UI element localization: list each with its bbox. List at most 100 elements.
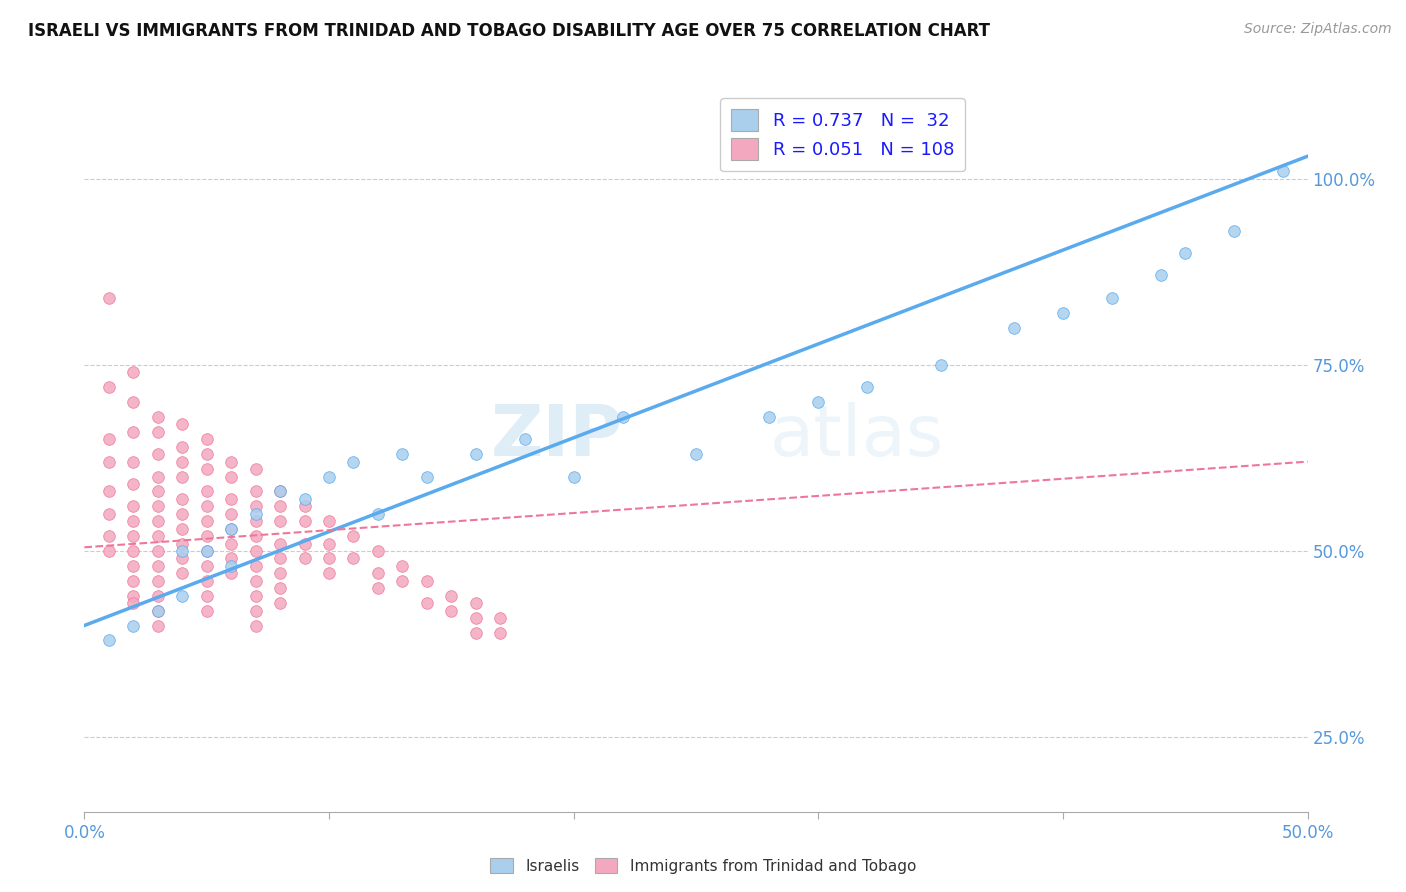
Point xyxy=(146,484,169,499)
Point xyxy=(367,566,389,581)
Point xyxy=(1002,320,1025,334)
Point xyxy=(219,507,242,521)
Point xyxy=(318,536,340,550)
Point xyxy=(172,544,194,558)
Point xyxy=(195,484,218,499)
Point xyxy=(172,522,194,536)
Point xyxy=(97,544,120,558)
Point xyxy=(97,291,120,305)
Point xyxy=(245,514,267,528)
Point xyxy=(416,574,439,588)
Point xyxy=(269,581,291,595)
Point xyxy=(195,544,218,558)
Point xyxy=(342,551,364,566)
Point xyxy=(342,529,364,543)
Point xyxy=(219,566,242,581)
Point xyxy=(391,447,413,461)
Point xyxy=(807,395,830,409)
Point xyxy=(1101,291,1123,305)
Point xyxy=(489,611,512,625)
Point xyxy=(318,551,340,566)
Point xyxy=(219,536,242,550)
Point xyxy=(122,618,145,632)
Point xyxy=(269,566,291,581)
Point xyxy=(122,514,145,528)
Point xyxy=(245,618,267,632)
Point xyxy=(219,522,242,536)
Point xyxy=(122,574,145,588)
Point xyxy=(97,484,120,499)
Point xyxy=(513,432,536,446)
Point xyxy=(195,574,218,588)
Point xyxy=(318,566,340,581)
Point xyxy=(146,500,169,514)
Point xyxy=(391,558,413,573)
Legend: R = 0.737   N =  32, R = 0.051   N = 108: R = 0.737 N = 32, R = 0.051 N = 108 xyxy=(720,98,965,171)
Point xyxy=(195,604,218,618)
Text: Source: ZipAtlas.com: Source: ZipAtlas.com xyxy=(1244,22,1392,37)
Point xyxy=(245,507,267,521)
Point xyxy=(269,500,291,514)
Point xyxy=(195,558,218,573)
Point xyxy=(172,566,194,581)
Point xyxy=(929,358,952,372)
Point xyxy=(269,514,291,528)
Point xyxy=(245,604,267,618)
Point xyxy=(294,536,316,550)
Point xyxy=(245,558,267,573)
Point xyxy=(195,544,218,558)
Point xyxy=(318,469,340,483)
Point xyxy=(1052,306,1074,320)
Point xyxy=(464,611,486,625)
Point xyxy=(172,469,194,483)
Point xyxy=(122,589,145,603)
Point xyxy=(219,551,242,566)
Point xyxy=(146,558,169,573)
Point xyxy=(97,432,120,446)
Point xyxy=(146,544,169,558)
Point xyxy=(219,469,242,483)
Point xyxy=(219,522,242,536)
Text: ZIP: ZIP xyxy=(491,401,623,470)
Point xyxy=(245,589,267,603)
Point xyxy=(219,491,242,506)
Point xyxy=(146,529,169,543)
Point xyxy=(122,425,145,439)
Point xyxy=(416,596,439,610)
Point xyxy=(294,491,316,506)
Point xyxy=(146,604,169,618)
Point xyxy=(245,529,267,543)
Point xyxy=(122,395,145,409)
Point xyxy=(245,574,267,588)
Point xyxy=(219,455,242,469)
Point xyxy=(97,529,120,543)
Point xyxy=(146,589,169,603)
Point xyxy=(172,589,194,603)
Point xyxy=(97,455,120,469)
Point xyxy=(146,425,169,439)
Point xyxy=(122,558,145,573)
Text: ISRAELI VS IMMIGRANTS FROM TRINIDAD AND TOBAGO DISABILITY AGE OVER 75 CORRELATIO: ISRAELI VS IMMIGRANTS FROM TRINIDAD AND … xyxy=(28,22,990,40)
Point xyxy=(195,514,218,528)
Point xyxy=(172,536,194,550)
Point xyxy=(464,626,486,640)
Point xyxy=(856,380,879,394)
Point xyxy=(195,500,218,514)
Point xyxy=(294,514,316,528)
Point xyxy=(245,462,267,476)
Point xyxy=(269,484,291,499)
Point xyxy=(416,469,439,483)
Point xyxy=(146,447,169,461)
Point xyxy=(172,417,194,432)
Point xyxy=(367,507,389,521)
Point xyxy=(122,477,145,491)
Point xyxy=(245,500,267,514)
Point xyxy=(245,484,267,499)
Point xyxy=(97,507,120,521)
Point xyxy=(195,589,218,603)
Point xyxy=(172,507,194,521)
Point xyxy=(122,544,145,558)
Point xyxy=(318,514,340,528)
Point xyxy=(367,544,389,558)
Point xyxy=(172,551,194,566)
